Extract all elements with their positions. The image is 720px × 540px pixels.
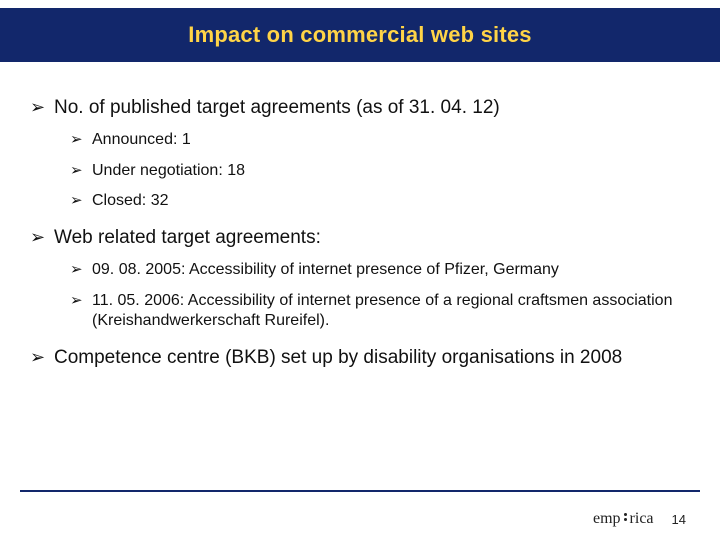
chevron-right-icon: ➢ [70, 291, 84, 311]
slide: Impact on commercial web sites ➢ No. of … [0, 0, 720, 540]
bullet-lvl1: ➢ Web related target agreements: [30, 226, 690, 250]
footer-divider [20, 490, 700, 492]
bullet-lvl1: ➢ Competence centre (BKB) set up by disa… [30, 346, 690, 370]
bullet-lvl2: ➢ Closed: 32 [70, 191, 690, 212]
bullet-lvl1: ➢ No. of published target agreements (as… [30, 96, 690, 120]
chevron-right-icon: ➢ [30, 226, 46, 249]
bullet-text: Competence centre (BKB) set up by disabi… [54, 346, 622, 370]
title-band: Impact on commercial web sites [0, 8, 720, 62]
chevron-right-icon: ➢ [30, 96, 46, 119]
bullet-text: Closed: 32 [92, 191, 169, 212]
bullet-text: 09. 08. 2005: Accessibility of internet … [92, 260, 559, 281]
bullet-text: 11. 05. 2006: Accessibility of internet … [92, 291, 690, 333]
slide-title: Impact on commercial web sites [188, 22, 531, 48]
bullet-text: Under negotiation: 18 [92, 161, 245, 182]
bullet-text: Announced: 1 [92, 130, 191, 151]
chevron-right-icon: ➢ [70, 161, 84, 181]
bullet-lvl2: ➢ Under negotiation: 18 [70, 161, 690, 182]
bullet-text: No. of published target agreements (as o… [54, 96, 500, 120]
logo-text-right: rica [630, 510, 654, 528]
chevron-right-icon: ➢ [70, 260, 84, 280]
chevron-right-icon: ➢ [70, 191, 84, 211]
empirica-logo: emp rica [593, 510, 654, 528]
logo-dots-icon [624, 513, 627, 521]
bullet-lvl2: ➢ Announced: 1 [70, 130, 690, 151]
chevron-right-icon: ➢ [30, 346, 46, 369]
content: ➢ No. of published target agreements (as… [30, 82, 690, 378]
page-number: 14 [672, 512, 686, 527]
bullet-lvl2: ➢ 09. 08. 2005: Accessibility of interne… [70, 260, 690, 281]
footer: emp rica 14 [593, 510, 686, 528]
bullet-text: Web related target agreements: [54, 226, 321, 250]
bullet-lvl2: ➢ 11. 05. 2006: Accessibility of interne… [70, 291, 690, 333]
logo-text-left: emp [593, 510, 621, 528]
chevron-right-icon: ➢ [70, 130, 84, 150]
